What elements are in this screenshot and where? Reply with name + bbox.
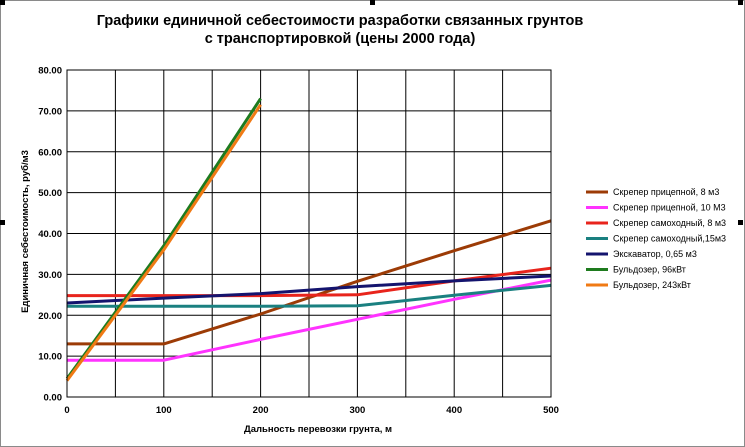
gridlines [66, 69, 552, 398]
legend-entry-label: Бульдозер, 96кВт [613, 265, 686, 275]
legend-entry-label: Скрепер самоходный,15м3 [613, 234, 726, 244]
x-tick-label: 300 [349, 405, 365, 416]
chart-title-line-2: с транспортировкой (цены 2000 года) [204, 31, 476, 47]
legend[interactable]: Скрепер прицепной, 8 м3 Скрепер прицепной… [586, 187, 726, 290]
series-line-5[interactable] [66, 274, 552, 305]
x-axis-ticks: 0 100 200 300 400 500 [64, 405, 559, 416]
series-line-1[interactable] [67, 219, 552, 346]
legend-entry-label: Скрепер самоходный, 8 м3 [613, 218, 726, 228]
selection-handle-top-left[interactable] [0, 0, 5, 5]
y-axis-label: Единичная себестоимость, руб/м3 [20, 150, 31, 313]
y-tick-label: 40.00 [38, 229, 62, 240]
x-tick-label: 200 [253, 405, 269, 416]
selection-handle-top-right[interactable] [738, 0, 743, 5]
x-tick-label: 400 [446, 405, 462, 416]
y-tick-label: 50.00 [38, 188, 62, 199]
series-line-2[interactable] [67, 278, 552, 362]
series-line-6[interactable] [65, 97, 262, 380]
y-tick-label: 10.00 [38, 352, 62, 363]
x-tick-label: 100 [156, 405, 172, 416]
chart-title-line-1: Графики единичной себестоимости разработ… [96, 13, 584, 29]
legend-entry-label: Экскаватор, 0,65 м3 [613, 249, 697, 259]
series-line-4[interactable] [67, 283, 552, 308]
selection-handle-top-center[interactable] [370, 0, 375, 5]
x-tick-label: 0 [64, 405, 69, 416]
y-tick-label: 80.00 [38, 66, 62, 77]
legend-entry-label: Бульдозер, 243кВт [613, 280, 691, 290]
legend-entry-label: Скрепер прицепной, 8 м3 [613, 187, 719, 197]
legend-entry-label: Скрепер прицепной, 10 М3 [613, 203, 726, 213]
y-tick-label: 0.00 [44, 393, 63, 404]
y-tick-label: 20.00 [38, 311, 62, 322]
selection-handle-middle-left[interactable] [0, 220, 5, 225]
selection-handle-middle-right[interactable] [738, 220, 743, 225]
x-tick-label: 500 [543, 405, 559, 416]
series-layer [65, 97, 552, 382]
y-tick-label: 70.00 [38, 106, 62, 117]
y-tick-label: 60.00 [38, 147, 62, 158]
y-tick-label: 30.00 [38, 270, 62, 281]
chart-title: Графики единичной себестоимости разработ… [60, 12, 620, 48]
plot-area[interactable] [66, 69, 552, 398]
series-line-7[interactable] [65, 103, 262, 382]
y-axis-ticks: 0.00 10.00 20.00 30.00 40.00 50.00 60.00 70.00 8… [38, 66, 62, 404]
x-axis-label: Дальность перевозки грунта, м [244, 424, 392, 435]
